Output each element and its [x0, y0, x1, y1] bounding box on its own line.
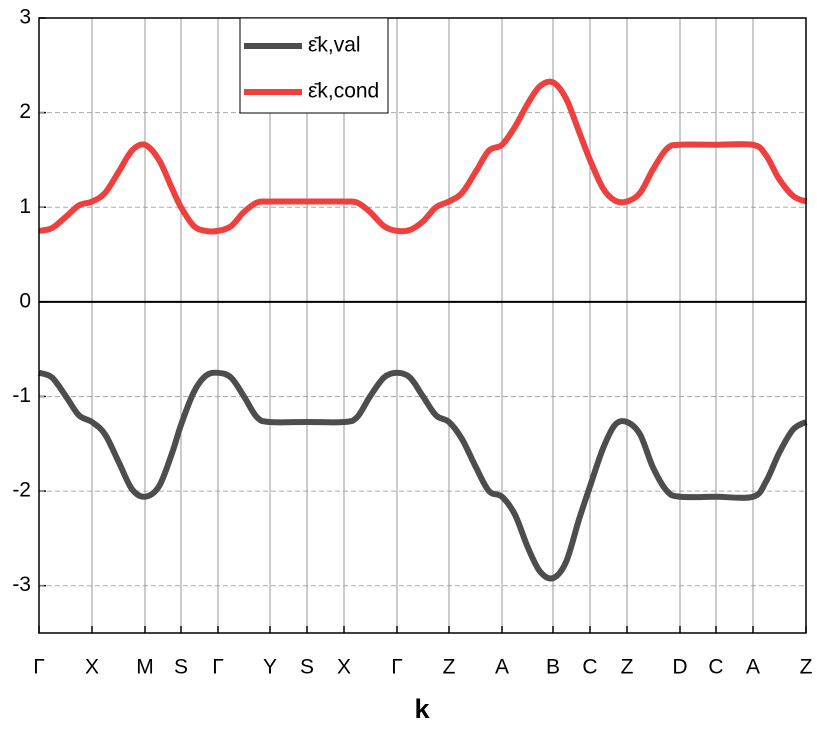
legend-box [239, 17, 389, 114]
x-tick-label: S [300, 656, 314, 679]
plot-frame [38, 17, 807, 634]
x-tick-label: A [746, 656, 760, 679]
x-tick-label: X [337, 656, 351, 679]
x-tick-label: X [85, 656, 99, 679]
x-tick-label: Z [443, 656, 456, 679]
x-tick-label: B [546, 656, 560, 679]
x-tick-label: D [672, 656, 687, 679]
x-tick-label: A [495, 656, 509, 679]
x-tick-label: Y [263, 656, 277, 679]
y-tick-label: -3 [12, 573, 31, 596]
x-tick-label: C [582, 656, 597, 679]
y-tick-label: -2 [12, 479, 31, 502]
y-tick-label: -1 [12, 384, 31, 407]
x-tick-label: M [136, 656, 154, 679]
legend-label: ε̄k,cond [308, 80, 379, 103]
y-tick-label: 3 [19, 6, 31, 29]
x-axis-label: k [414, 694, 430, 724]
x-tick-label: Z [800, 656, 813, 679]
x-tick-label: C [708, 656, 723, 679]
y-tick-label: 0 [19, 289, 31, 312]
legend-label: ε̄k,val [308, 34, 361, 57]
y-tick-label: 1 [19, 195, 31, 218]
x-tick-label: Γ [33, 656, 45, 679]
series-line [38, 78, 808, 235]
x-tick-label: Z [621, 656, 634, 679]
x-tick-label: S [174, 656, 188, 679]
x-tick-label: Γ [212, 656, 224, 679]
y-tick-label: 2 [19, 100, 31, 123]
series-line [37, 369, 808, 582]
x-tick-label: Γ [391, 656, 403, 679]
